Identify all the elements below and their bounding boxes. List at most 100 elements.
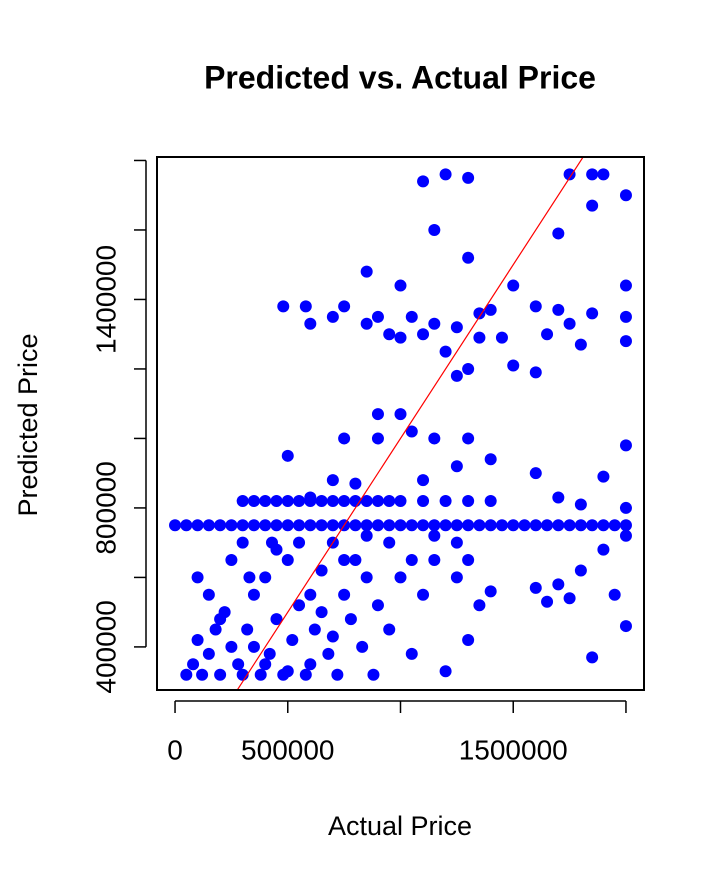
point <box>383 536 396 549</box>
point <box>338 300 351 313</box>
point <box>529 300 542 313</box>
reference-line <box>236 157 584 690</box>
point <box>417 175 430 188</box>
point <box>462 251 475 264</box>
point <box>597 168 610 181</box>
point <box>383 519 396 532</box>
point <box>360 571 373 584</box>
point <box>247 640 260 653</box>
point <box>338 494 351 507</box>
point <box>450 460 463 473</box>
point <box>383 328 396 341</box>
point <box>281 665 294 678</box>
point <box>371 494 384 507</box>
point <box>428 317 441 330</box>
point <box>259 571 272 584</box>
point <box>304 658 317 671</box>
point <box>315 519 328 532</box>
point <box>338 432 351 445</box>
point <box>286 633 299 646</box>
point <box>293 599 306 612</box>
point <box>259 519 272 532</box>
point <box>619 501 632 514</box>
point <box>428 223 441 236</box>
point <box>326 474 339 487</box>
point <box>191 519 204 532</box>
point <box>495 519 508 532</box>
point <box>243 571 256 584</box>
point <box>191 633 204 646</box>
point <box>574 338 587 351</box>
point <box>360 529 373 542</box>
point <box>574 564 587 577</box>
point <box>281 449 294 462</box>
y-tick-label: 400000 <box>90 600 121 693</box>
point <box>439 345 452 358</box>
point <box>202 588 215 601</box>
point <box>608 519 621 532</box>
point <box>495 331 508 344</box>
point <box>270 613 283 626</box>
x-axis-title: Actual Price <box>328 811 472 841</box>
point <box>270 494 283 507</box>
point <box>299 668 312 681</box>
point <box>338 588 351 601</box>
x-tick-label: 1500000 <box>459 734 568 765</box>
point <box>428 519 441 532</box>
point <box>315 564 328 577</box>
point <box>371 599 384 612</box>
point <box>360 265 373 278</box>
point <box>552 491 565 504</box>
point <box>574 498 587 511</box>
point <box>450 536 463 549</box>
point <box>439 665 452 678</box>
point <box>462 519 475 532</box>
point <box>428 554 441 567</box>
point <box>169 519 182 532</box>
point <box>299 300 312 313</box>
point <box>541 328 554 341</box>
point <box>394 279 407 292</box>
y-axis-title: Predicted Price <box>13 333 43 516</box>
point <box>344 613 357 626</box>
point <box>462 554 475 567</box>
point <box>439 519 452 532</box>
point <box>597 519 610 532</box>
point <box>265 536 278 549</box>
point <box>462 171 475 184</box>
point <box>484 303 497 316</box>
point <box>450 519 463 532</box>
point <box>619 439 632 452</box>
point <box>552 578 565 591</box>
point <box>236 494 249 507</box>
x-tick-label: 500000 <box>241 734 334 765</box>
point <box>405 310 418 323</box>
point <box>225 640 238 653</box>
point <box>529 467 542 480</box>
point <box>529 366 542 379</box>
point <box>563 168 576 181</box>
point <box>439 168 452 181</box>
point <box>349 554 362 567</box>
point <box>450 571 463 584</box>
point <box>597 543 610 556</box>
point <box>405 647 418 660</box>
point <box>281 554 294 567</box>
chart-title: Predicted vs. Actual Price <box>204 59 596 95</box>
point <box>331 668 344 681</box>
point <box>462 633 475 646</box>
point <box>202 519 215 532</box>
plot-frame <box>156 156 645 691</box>
point <box>586 168 599 181</box>
point <box>315 494 328 507</box>
point <box>619 335 632 348</box>
point <box>428 432 441 445</box>
point <box>383 623 396 636</box>
point <box>417 474 430 487</box>
point <box>338 554 351 567</box>
point <box>281 494 294 507</box>
point <box>214 519 227 532</box>
point <box>191 571 204 584</box>
point <box>394 494 407 507</box>
